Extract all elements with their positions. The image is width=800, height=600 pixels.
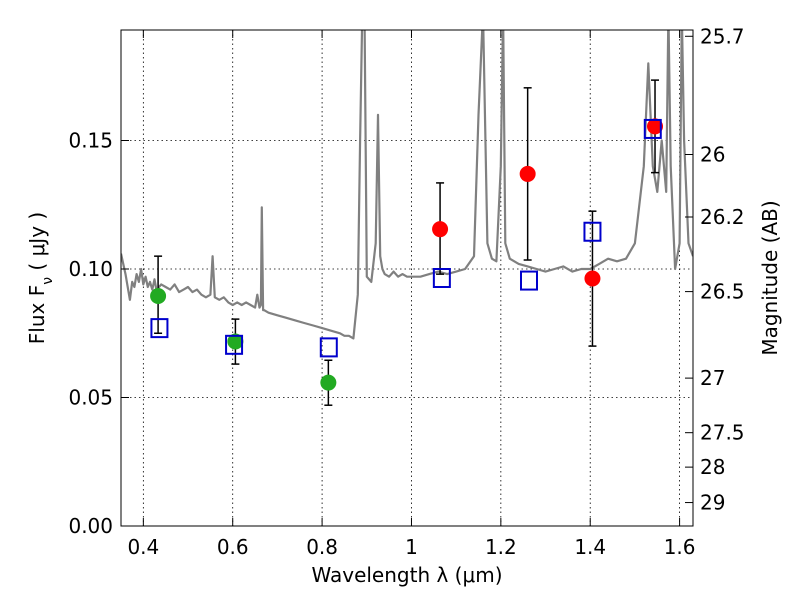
marker-layer — [150, 118, 664, 391]
y2-tick-label: 25.7 — [700, 24, 745, 48]
y2-tick-label: 26.2 — [700, 205, 745, 229]
y-tick-label: 0.05 — [68, 386, 113, 410]
observed-infrared-point — [647, 118, 664, 135]
y2-tick-label: 29 — [700, 491, 725, 515]
y2-tick-label: 27.5 — [700, 421, 745, 445]
y2-tick-label: 28 — [700, 455, 725, 479]
model-photometry-point — [319, 337, 338, 358]
y-axis-label: Flux Fν ( μJy ) — [25, 212, 56, 344]
x-tick-label: 1.4 — [574, 535, 606, 559]
y2-tick-label: 26 — [700, 143, 725, 167]
model-photometry-point — [150, 318, 169, 339]
y-tick-label: 0.00 — [68, 514, 113, 538]
spectrum-line — [121, 30, 693, 340]
errorbar-layer — [154, 79, 660, 406]
observed-infrared-point — [519, 165, 536, 182]
spectrum-layer — [121, 30, 693, 340]
observed-infrared-point — [584, 270, 601, 287]
y2-axis-label: Magnitude (AB) — [758, 200, 782, 355]
observed-optical-point — [320, 374, 337, 391]
x-tick-label: 1.2 — [485, 535, 517, 559]
plot-frame — [120, 29, 694, 527]
model-photometry-point — [643, 118, 662, 139]
observed-optical-point — [150, 287, 167, 304]
observed-optical-point — [227, 333, 244, 350]
y2-tick-label: 26.5 — [700, 280, 745, 304]
y2-tick-label: 27 — [700, 366, 725, 390]
model-photometry-point — [583, 221, 602, 242]
x-tick-label: 1 — [405, 535, 418, 559]
observed-infrared-point — [432, 221, 449, 238]
x-tick-label: 0.8 — [306, 535, 338, 559]
model-photometry-point — [225, 334, 244, 355]
model-photometry-point — [519, 270, 538, 291]
x-tick-label: 1.6 — [664, 535, 696, 559]
y-tick-label: 0.10 — [68, 257, 113, 281]
y-tick-label: 0.15 — [68, 129, 113, 153]
model-photometry-point — [432, 268, 451, 288]
x-axis-label: Wavelength λ (μm) — [311, 563, 502, 587]
x-tick-label: 0.6 — [217, 535, 249, 559]
x-tick-label: 0.4 — [127, 535, 159, 559]
axis-ticks: 0.4 0.6 0.8 1 1.2 1.4 1.6 0.00 0.05 0.10 0.15 25.7 2… — [68, 24, 744, 559]
grid-lines — [121, 30, 693, 526]
